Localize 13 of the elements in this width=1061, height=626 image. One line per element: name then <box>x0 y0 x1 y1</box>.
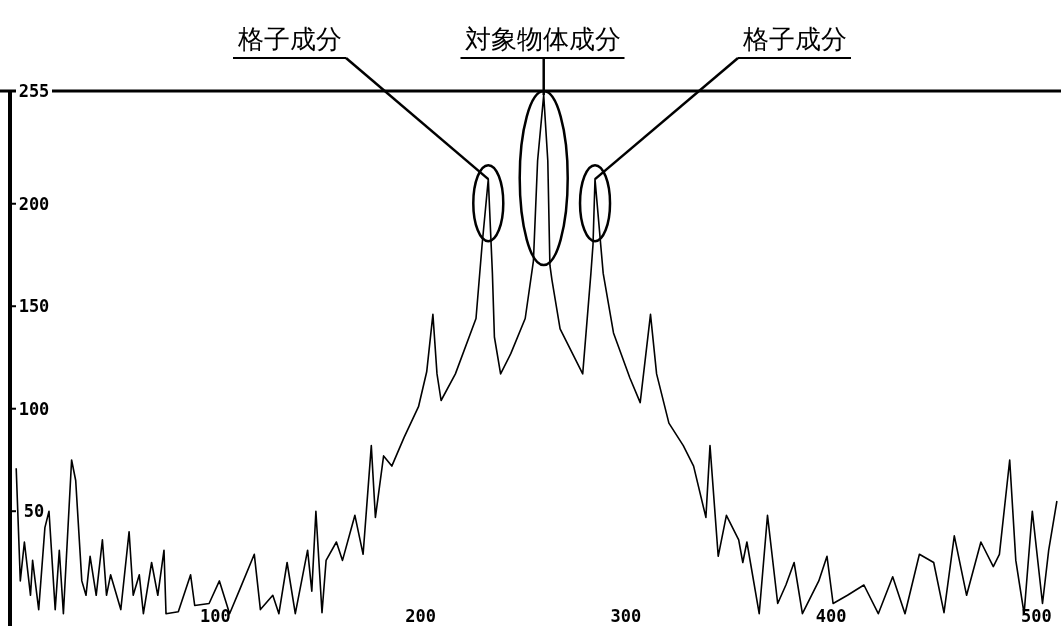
x-tick-label: 400 <box>815 606 847 626</box>
x-tick-label: 500 <box>1021 606 1052 626</box>
y-tick-label: 255 <box>18 81 50 101</box>
annotation: 対象物体成分 <box>464 24 621 54</box>
annotation: 格子成分 <box>742 24 847 54</box>
y-tick-label: 50 <box>23 501 45 522</box>
y-tick-label: 100 <box>18 398 50 419</box>
y-tick-label: 150 <box>18 296 50 317</box>
x-tick-label: 100 <box>199 606 231 626</box>
y-tick-label: 200 <box>18 193 50 214</box>
annotation: 格子成分 <box>237 24 342 54</box>
x-tick-label: 200 <box>405 606 436 626</box>
x-tick-label: 300 <box>610 606 642 626</box>
